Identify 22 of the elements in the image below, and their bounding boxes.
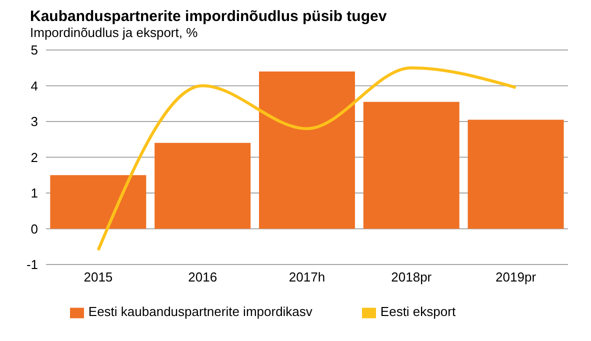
y-tick-label: -1 — [26, 257, 38, 272]
bar — [50, 175, 146, 229]
bar — [363, 102, 460, 229]
bar — [154, 142, 251, 229]
bar — [258, 71, 355, 229]
y-tick-label: 2 — [30, 150, 38, 165]
x-tick-label: 2016 — [188, 270, 218, 285]
y-tick-label: 4 — [30, 78, 38, 94]
x-tick-label: 2017h — [288, 270, 326, 285]
line-series — [96, 66, 518, 252]
chart-subtitle: Impordinõudlus ja eksport, % — [30, 25, 199, 40]
bar — [468, 120, 564, 229]
y-tick-label: 1 — [30, 186, 38, 201]
y-tick-label: 0 — [30, 221, 38, 236]
x-tick-label: 2018pr — [391, 270, 432, 285]
legend-label: Eesti kaubanduspartnerite impordikasv — [88, 304, 312, 320]
y-tick-label: 5 — [30, 42, 38, 58]
x-tick-label: 2015 — [84, 270, 113, 285]
y-tick-label: 3 — [30, 114, 38, 130]
chart-title: Kaubanduspartnerite impordinõudlus püsib tugev — [30, 8, 388, 25]
x-tick-label: 2019pr — [496, 270, 537, 285]
legend-label: Eesti eksport — [380, 304, 456, 320]
